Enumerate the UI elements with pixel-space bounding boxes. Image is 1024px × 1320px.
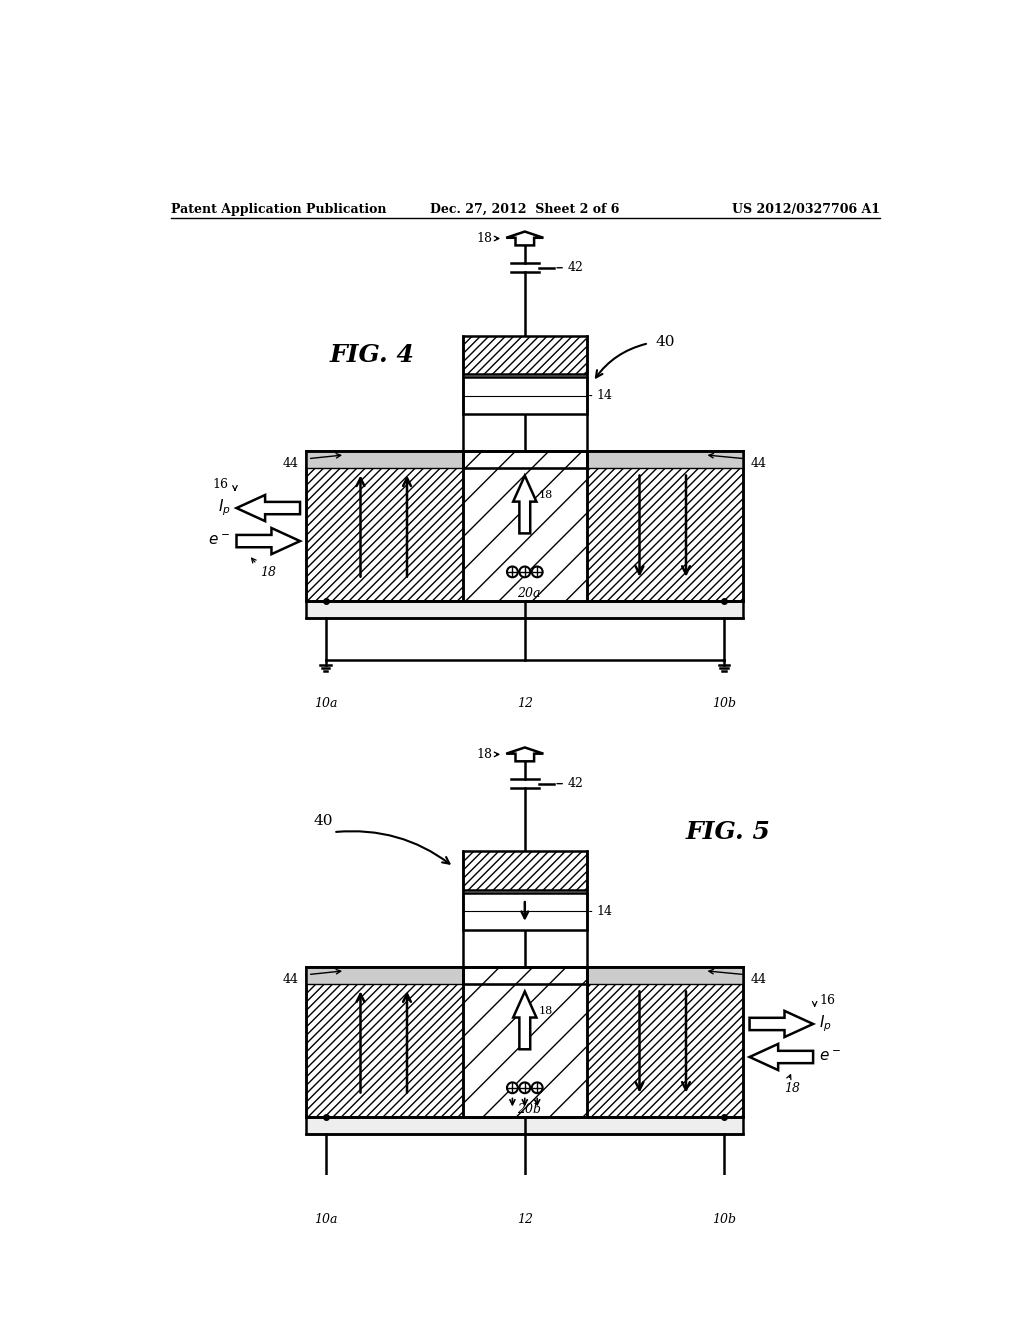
Text: 10b: 10b [712, 697, 736, 710]
Bar [306, 966, 743, 983]
Text: 40: 40 [314, 813, 334, 828]
Polygon shape [513, 991, 537, 1049]
Text: 18: 18 [260, 566, 275, 578]
Text: 18: 18 [539, 1006, 553, 1016]
Text: 12: 12 [517, 697, 532, 710]
Polygon shape [750, 1011, 813, 1038]
Text: 10a: 10a [314, 1213, 337, 1226]
Text: 14: 14 [596, 906, 612, 917]
Text: $I_p$: $I_p$ [217, 498, 230, 519]
Text: FIG. 5: FIG. 5 [686, 820, 771, 843]
Text: 20a: 20a [517, 587, 541, 601]
Text: $e^-$: $e^-$ [208, 533, 230, 548]
Text: FIG. 4: FIG. 4 [330, 343, 415, 367]
Bar [463, 451, 587, 601]
Text: 20b: 20b [517, 1104, 541, 1117]
Text: $I_p$: $I_p$ [819, 1014, 833, 1035]
Text: 18: 18 [539, 490, 553, 500]
Text: US 2012/0327706 A1: US 2012/0327706 A1 [732, 203, 880, 216]
Polygon shape [237, 495, 300, 521]
Text: 44: 44 [283, 457, 299, 470]
Text: 10b: 10b [712, 1213, 736, 1226]
Bar [306, 966, 743, 1117]
Text: 42: 42 [567, 261, 584, 275]
Text: 10a: 10a [314, 697, 337, 710]
Text: 16: 16 [213, 478, 228, 491]
Circle shape [531, 1082, 543, 1093]
Polygon shape [506, 747, 544, 762]
Bar [463, 966, 587, 1117]
Circle shape [519, 1082, 530, 1093]
Bar [306, 601, 743, 618]
Text: 14: 14 [596, 389, 612, 403]
Text: 16: 16 [819, 994, 836, 1007]
Text: 40: 40 [655, 335, 675, 350]
Text: 44: 44 [283, 973, 299, 986]
Text: 18: 18 [784, 1081, 801, 1094]
Bar [463, 892, 587, 929]
Polygon shape [513, 475, 537, 533]
Text: 18: 18 [476, 748, 493, 760]
Bar [306, 451, 743, 469]
Text: $e^-$: $e^-$ [819, 1049, 842, 1064]
Text: 42: 42 [567, 777, 584, 791]
Circle shape [507, 1082, 518, 1093]
Bar [306, 451, 743, 601]
Text: 44: 44 [751, 973, 767, 986]
Text: Dec. 27, 2012  Sheet 2 of 6: Dec. 27, 2012 Sheet 2 of 6 [430, 203, 620, 216]
Text: 18: 18 [476, 232, 493, 246]
Bar [463, 378, 587, 414]
Bar [306, 1117, 743, 1134]
Polygon shape [237, 528, 300, 554]
Circle shape [519, 566, 530, 577]
Polygon shape [506, 231, 544, 246]
Bar [463, 851, 587, 890]
Circle shape [531, 566, 543, 577]
Circle shape [507, 566, 518, 577]
Text: 12: 12 [517, 1213, 532, 1226]
Polygon shape [750, 1044, 813, 1071]
Bar [463, 335, 587, 374]
Text: Patent Application Publication: Patent Application Publication [171, 203, 386, 216]
Text: 44: 44 [751, 457, 767, 470]
